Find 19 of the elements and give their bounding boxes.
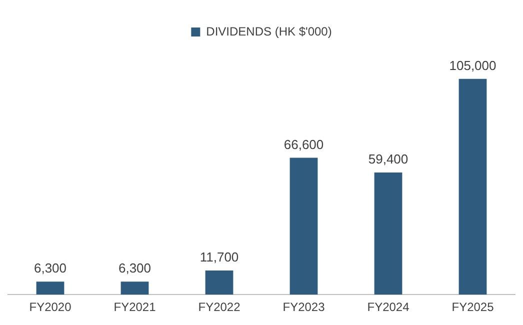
x-tick-label: FY2022 <box>198 300 241 314</box>
data-label: 11,700 <box>200 250 239 265</box>
data-label: 59,400 <box>368 152 408 167</box>
data-label: 66,600 <box>284 136 324 152</box>
x-tick-label: FY2023 <box>282 300 326 314</box>
x-tick-label: FY2025 <box>452 300 494 314</box>
x-tick-label: FY2020 <box>29 300 72 314</box>
bar <box>374 172 402 295</box>
data-label: 105,000 <box>449 58 496 73</box>
data-label: 6,300 <box>34 260 67 276</box>
x-tick-label: FY2024 <box>367 300 410 314</box>
legend-label: DIVIDENDS (HK $'000) <box>206 24 332 38</box>
bar <box>205 270 234 295</box>
bar <box>36 282 64 295</box>
x-tick-label: FY2021 <box>114 300 156 314</box>
bar <box>120 282 149 295</box>
bar <box>290 158 318 295</box>
bar <box>458 78 487 295</box>
data-label: 6,300 <box>118 260 152 276</box>
